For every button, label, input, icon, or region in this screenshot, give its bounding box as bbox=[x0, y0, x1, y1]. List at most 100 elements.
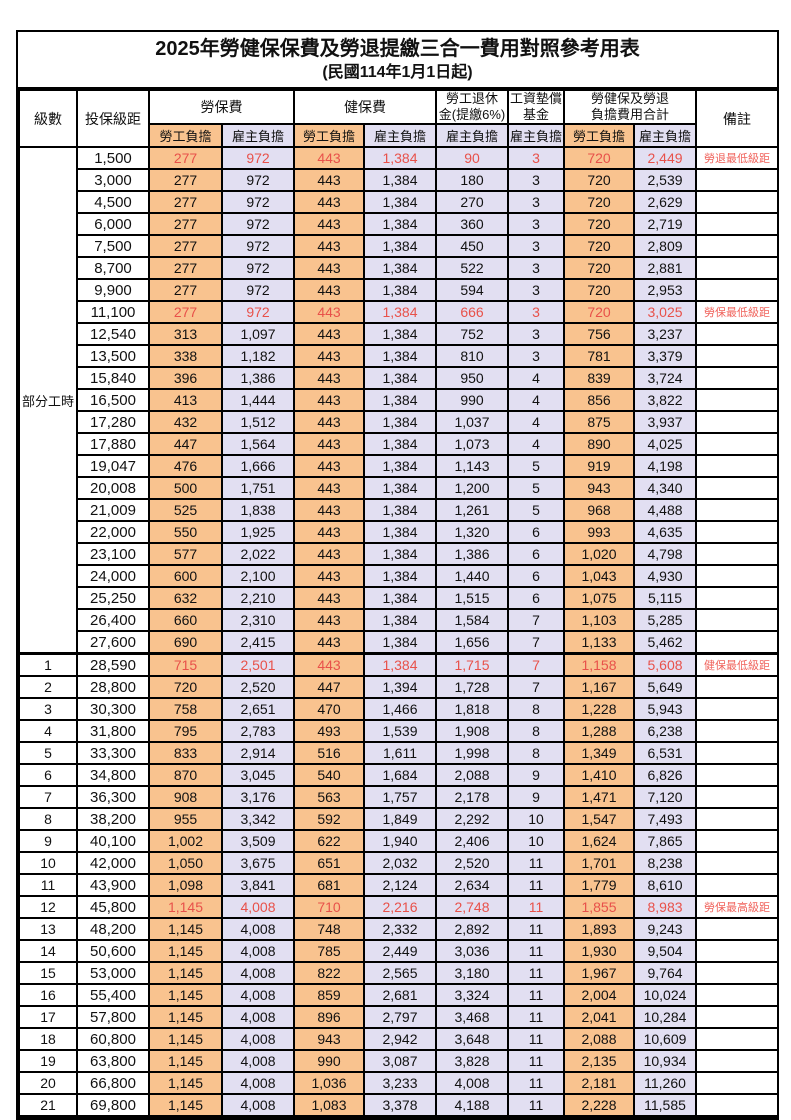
value-cell: 1,818 bbox=[435, 697, 509, 721]
remark-cell: 健保最低級距 bbox=[695, 652, 780, 677]
value-cell: 7 bbox=[507, 652, 565, 677]
remark-cell bbox=[695, 388, 780, 412]
value-cell: 500 bbox=[148, 476, 223, 500]
value-cell: 3,675 bbox=[221, 851, 295, 875]
value-cell: 720 bbox=[563, 168, 635, 192]
value-cell: 522 bbox=[435, 256, 509, 280]
value-cell: 896 bbox=[293, 1005, 365, 1029]
value-cell: 2,088 bbox=[435, 763, 509, 787]
value-cell: 795 bbox=[148, 719, 223, 743]
value-cell: 443 bbox=[293, 278, 365, 302]
value-cell: 990 bbox=[435, 388, 509, 412]
value-cell: 1,349 bbox=[563, 741, 635, 765]
value-cell: 3 bbox=[507, 344, 565, 368]
value-cell: 720 bbox=[563, 234, 635, 258]
value-cell: 550 bbox=[148, 520, 223, 544]
table-header: 級數 投保級距 勞保費 健保費 勞工退休 金(提繳6%) 工資墊償 基金 勞健保… bbox=[18, 89, 780, 148]
value-cell: 1,849 bbox=[363, 807, 437, 831]
value-cell: 6 bbox=[507, 520, 565, 544]
value-cell: 7,120 bbox=[632, 785, 698, 809]
value-cell: 11 bbox=[507, 983, 565, 1007]
value-cell: 10,284 bbox=[632, 1005, 698, 1029]
value-cell: 1,547 bbox=[563, 807, 635, 831]
table-row: 13,500 338 1,182 443 1,384 810 3 781 3,379 bbox=[19, 344, 780, 368]
value-cell: 3,378 bbox=[363, 1093, 437, 1118]
value-cell: 1,666 bbox=[221, 454, 295, 478]
value-cell: 277 bbox=[148, 300, 223, 324]
salary-cell: 24,000 bbox=[76, 564, 150, 588]
value-cell: 10 bbox=[507, 807, 565, 831]
value-cell: 972 bbox=[221, 300, 295, 324]
value-cell: 5,285 bbox=[632, 608, 698, 632]
value-cell: 8 bbox=[507, 719, 565, 743]
salary-cell: 25,250 bbox=[76, 586, 150, 610]
value-cell: 1,701 bbox=[563, 851, 635, 875]
table-row: 3,000 277 972 443 1,384 180 3 720 2,539 bbox=[19, 168, 780, 192]
value-cell: 11 bbox=[507, 1049, 565, 1073]
value-cell: 4,008 bbox=[221, 939, 295, 963]
value-cell: 10,609 bbox=[632, 1027, 698, 1051]
value-cell: 2,088 bbox=[563, 1027, 635, 1051]
value-cell: 5,462 bbox=[632, 630, 698, 655]
salary-cell: 19,047 bbox=[76, 454, 150, 478]
value-cell: 720 bbox=[563, 212, 635, 236]
value-cell: 810 bbox=[435, 344, 509, 368]
page-title: 2025年勞健保保費及勞退提繳三合一費用對照參考用表 bbox=[155, 38, 640, 60]
value-cell: 4,025 bbox=[632, 432, 698, 456]
salary-cell: 69,800 bbox=[76, 1093, 150, 1118]
value-cell: 1,728 bbox=[435, 675, 509, 699]
value-cell: 443 bbox=[293, 432, 365, 456]
value-cell: 277 bbox=[148, 212, 223, 236]
value-cell: 443 bbox=[293, 212, 365, 236]
value-cell: 1,410 bbox=[563, 763, 635, 787]
value-cell: 1,466 bbox=[363, 697, 437, 721]
value-cell: 3,841 bbox=[221, 873, 295, 897]
salary-cell: 4,500 bbox=[76, 190, 150, 214]
value-cell: 1,855 bbox=[563, 895, 635, 919]
value-cell: 720 bbox=[563, 300, 635, 324]
value-cell: 1,098 bbox=[148, 873, 223, 897]
value-cell: 3 bbox=[507, 212, 565, 236]
value-cell: 3,233 bbox=[363, 1071, 437, 1095]
table-row: 23,100 577 2,022 443 1,384 1,386 6 1,020 4,798 bbox=[19, 542, 780, 566]
remark-cell bbox=[695, 586, 780, 610]
value-cell: 2,892 bbox=[435, 917, 509, 941]
value-cell: 1,158 bbox=[563, 652, 635, 677]
value-cell: 11 bbox=[507, 1093, 565, 1118]
value-cell: 943 bbox=[563, 476, 635, 500]
value-cell: 2,953 bbox=[632, 278, 698, 302]
value-cell: 577 bbox=[148, 542, 223, 566]
table-row: 27,600 690 2,415 443 1,384 1,656 7 1,133 5,462 bbox=[19, 630, 780, 655]
value-cell: 9,243 bbox=[632, 917, 698, 941]
value-cell: 8 bbox=[507, 697, 565, 721]
value-cell: 758 bbox=[148, 697, 223, 721]
col-header-health-insurance: 健保費 bbox=[293, 89, 437, 125]
table-row: 5 33,300 833 2,914 516 1,611 1,998 8 1,349 6,531 bbox=[18, 741, 780, 765]
header-row-burden: 勞工負擔 雇主負擔 勞工負擔 雇主負擔 雇主負擔 雇主負擔 勞工負擔 雇主負擔 bbox=[19, 123, 778, 148]
value-cell: 666 bbox=[435, 300, 509, 324]
value-cell: 270 bbox=[435, 190, 509, 214]
remark-cell bbox=[695, 983, 780, 1007]
level-cell: 19 bbox=[18, 1049, 78, 1073]
table-row: 9,900 277 972 443 1,384 594 3 720 2,953 bbox=[19, 278, 780, 302]
value-cell: 833 bbox=[148, 741, 223, 765]
level-cell: 21 bbox=[18, 1093, 78, 1118]
value-cell: 1,384 bbox=[363, 256, 437, 280]
table-row: 25,250 632 2,210 443 1,384 1,515 6 1,075 5,115 bbox=[19, 586, 780, 610]
table-row: 9 40,100 1,002 3,509 622 1,940 2,406 10 1,624 7,8… bbox=[18, 829, 780, 853]
salary-cell: 66,800 bbox=[76, 1071, 150, 1095]
salary-cell: 53,000 bbox=[76, 961, 150, 985]
value-cell: 6 bbox=[507, 564, 565, 588]
table-row: 21,009 525 1,838 443 1,384 1,261 5 968 4,488 bbox=[19, 498, 780, 522]
salary-cell: 17,880 bbox=[76, 432, 150, 456]
value-cell: 600 bbox=[148, 564, 223, 588]
value-cell: 1,384 bbox=[363, 520, 437, 544]
level-cell: 2 bbox=[18, 675, 78, 699]
value-cell: 443 bbox=[293, 564, 365, 588]
value-cell: 3 bbox=[507, 300, 565, 324]
value-cell: 2,124 bbox=[363, 873, 437, 897]
salary-cell: 12,540 bbox=[76, 322, 150, 346]
value-cell: 1,757 bbox=[363, 785, 437, 809]
remark-cell bbox=[695, 608, 780, 632]
table-row: 12,540 313 1,097 443 1,384 752 3 756 3,237 bbox=[19, 322, 780, 346]
